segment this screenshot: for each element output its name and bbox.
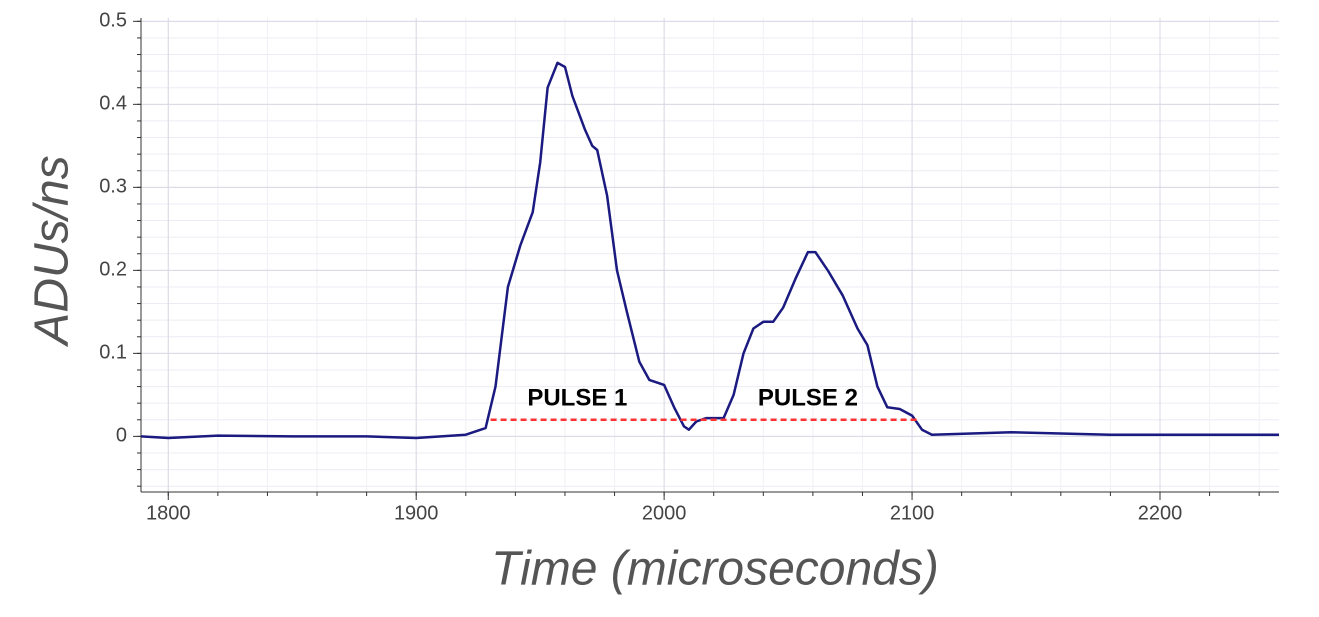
- y-tick-label: 0.5: [99, 10, 127, 32]
- x-tick-label: 2000: [642, 502, 687, 524]
- y-tick-label: 0.2: [99, 259, 127, 281]
- x-tick-label: 2100: [890, 502, 935, 524]
- x-axis-title: Time (microseconds): [491, 543, 939, 596]
- y-tick-label: 0.3: [99, 176, 127, 198]
- x-tick-label: 1800: [146, 502, 191, 524]
- y-tick-label: 0: [116, 425, 127, 447]
- annotation: PULSE 1: [527, 384, 627, 411]
- y-tick-label: 0.4: [99, 93, 127, 115]
- y-tick-label: 0.1: [99, 342, 127, 364]
- annotation: PULSE 2: [758, 384, 858, 411]
- y-axis-title: ADUs/ns: [26, 155, 79, 347]
- x-tick-label: 2200: [1138, 502, 1183, 524]
- line-series: [140, 61, 1279, 440]
- x-tick-label: 1900: [394, 502, 439, 524]
